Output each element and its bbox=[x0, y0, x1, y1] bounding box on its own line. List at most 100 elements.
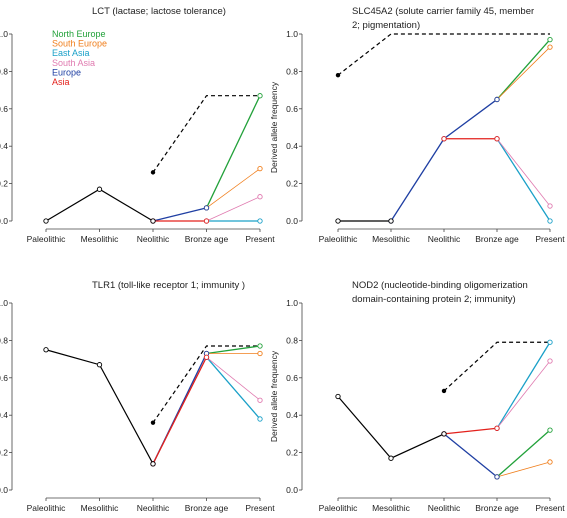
series-point-east-asia bbox=[257, 416, 263, 422]
series-point-south-europe bbox=[257, 165, 263, 172]
y-axis-label: Derived allele frequency bbox=[269, 81, 279, 173]
series-line-north-europe bbox=[496, 39, 551, 100]
x-tick-label: Paleolithic bbox=[27, 503, 66, 513]
y-tick-label: 0.0 bbox=[0, 485, 8, 495]
y-tick-label: 0.2 bbox=[0, 448, 8, 458]
x-tick-label: Neolithic bbox=[428, 503, 461, 513]
y-tick-label: 1.0 bbox=[286, 298, 298, 308]
legend-entry: Europe bbox=[52, 67, 81, 77]
series-line-south-asia bbox=[206, 356, 261, 401]
dashed-line bbox=[152, 345, 260, 424]
ancient-point bbox=[150, 218, 156, 224]
series-point-south-europe bbox=[547, 459, 553, 465]
series-point-europe bbox=[494, 96, 500, 103]
series-line-europe bbox=[390, 98, 498, 222]
x-tick-label: Mesolithic bbox=[81, 234, 120, 244]
series-point-north-europe bbox=[547, 36, 553, 43]
ancient-point bbox=[43, 347, 49, 353]
x-tick-label: Neolithic bbox=[137, 503, 170, 513]
y-tick-label: 0.4 bbox=[0, 141, 8, 151]
ancient-point bbox=[388, 218, 394, 224]
x-tick-label: Present bbox=[245, 503, 275, 513]
series-point-south-asia bbox=[547, 358, 553, 364]
series-point-south-asia bbox=[257, 194, 263, 200]
y-tick-label: 0.8 bbox=[0, 335, 8, 345]
series-line-south-europe bbox=[496, 461, 551, 478]
series-line-south-asia bbox=[496, 138, 551, 207]
y-tick-label: 0.8 bbox=[286, 66, 298, 76]
chart-title: domain-containing protein 2; immunity) bbox=[352, 294, 516, 305]
x-tick-label: Bronze age bbox=[475, 503, 519, 513]
series-point-asia bbox=[203, 218, 210, 224]
ancient-point bbox=[388, 455, 394, 461]
y-tick-label: 0.0 bbox=[286, 485, 298, 495]
series-line-south-europe bbox=[206, 168, 261, 209]
series-point-europe bbox=[494, 474, 500, 480]
legend-entry: South Asia bbox=[52, 58, 95, 68]
series-point-asia bbox=[494, 136, 500, 142]
x-tick-label: Paleolithic bbox=[27, 234, 66, 244]
y-tick-label: 0.0 bbox=[0, 216, 8, 226]
ancient-point bbox=[335, 218, 341, 224]
x-tick-label: Bronze age bbox=[185, 234, 229, 244]
dashed-start-point bbox=[150, 170, 156, 175]
y-tick-label: 0.8 bbox=[286, 335, 298, 345]
series-line-north-europe bbox=[496, 429, 551, 478]
dashed-start-point bbox=[335, 72, 341, 78]
legend-entry: South Europe bbox=[52, 39, 107, 49]
chart-title: TLR1 (toll-like receptor 1; immunity ) bbox=[92, 280, 245, 291]
ancient-line bbox=[45, 188, 154, 222]
y-tick-label: 0.2 bbox=[0, 179, 8, 189]
series-line-north-europe bbox=[206, 345, 261, 355]
chart-title: 2; pigmentation) bbox=[352, 20, 420, 31]
x-tick-label: Present bbox=[535, 234, 565, 244]
y-tick-label: 0.4 bbox=[0, 410, 8, 420]
x-tick-label: Mesolithic bbox=[372, 503, 411, 513]
chart-title: SLC45A2 (solute carrier family 45, membe… bbox=[352, 6, 534, 17]
y-axis-label: Derived allele frequency bbox=[269, 350, 279, 442]
series-point-asia bbox=[494, 425, 500, 431]
series-point-north-europe bbox=[257, 343, 263, 349]
y-tick-label: 0.6 bbox=[0, 104, 8, 114]
x-tick-label: Neolithic bbox=[137, 234, 170, 244]
series-point-north-europe bbox=[257, 93, 263, 99]
x-tick-label: Paleolithic bbox=[319, 234, 358, 244]
legend-entry: East Asia bbox=[52, 48, 90, 58]
series-point-east-asia bbox=[547, 218, 553, 224]
legend-entry: North Europe bbox=[52, 29, 106, 39]
legend-entry: Asia bbox=[52, 77, 70, 87]
chart-panel-2: SLC45A2 (solute carrier family 45, membe… bbox=[269, 6, 565, 244]
series-line-south-asia bbox=[206, 196, 261, 222]
x-tick-label: Present bbox=[245, 234, 275, 244]
dashed-start-point bbox=[150, 420, 156, 425]
series-line-europe bbox=[443, 433, 498, 478]
x-tick-label: Mesolithic bbox=[81, 503, 120, 513]
series-line-asia bbox=[443, 427, 498, 435]
y-tick-label: 0.4 bbox=[286, 141, 298, 151]
x-tick-label: Neolithic bbox=[428, 234, 461, 244]
x-tick-label: Present bbox=[535, 503, 565, 513]
ancient-line bbox=[337, 396, 445, 459]
series-point-asia bbox=[203, 354, 210, 360]
y-tick-label: 0.6 bbox=[286, 373, 298, 383]
y-tick-label: 0.8 bbox=[0, 66, 8, 76]
series-line-east-asia bbox=[496, 341, 551, 429]
chart-title: LCT (lactase; lactose tolerance) bbox=[92, 6, 226, 17]
series-line-south-europe bbox=[496, 46, 551, 100]
series-line-north-europe bbox=[205, 95, 261, 209]
ancient-point bbox=[96, 186, 103, 192]
series-point-europe bbox=[203, 205, 210, 211]
ancient-point bbox=[96, 362, 103, 368]
y-tick-label: 0.6 bbox=[0, 373, 8, 383]
dashed-start-point bbox=[441, 388, 447, 394]
chart-title: NOD2 (nucleotide-binding oligomerization bbox=[352, 280, 528, 291]
x-tick-label: Bronze age bbox=[185, 503, 229, 513]
series-point-south-europe bbox=[547, 44, 553, 50]
x-tick-label: Bronze age bbox=[475, 234, 519, 244]
series-point-south-asia bbox=[257, 397, 263, 403]
y-tick-label: 0.2 bbox=[286, 179, 298, 189]
chart-panel-4: NOD2 (nucleotide-binding oligomerization… bbox=[269, 280, 565, 513]
series-line-south-asia bbox=[496, 360, 551, 429]
dashed-line bbox=[152, 95, 260, 173]
